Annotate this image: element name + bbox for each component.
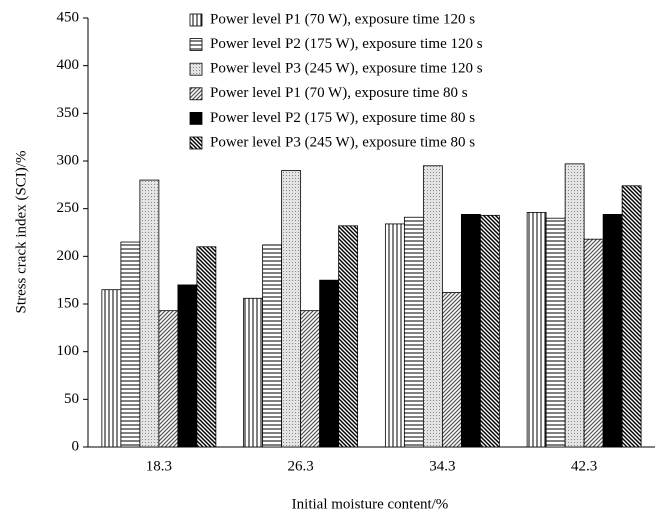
y-tick-label: 0 bbox=[72, 438, 80, 454]
bar bbox=[460, 213, 481, 448]
bar bbox=[338, 225, 359, 448]
bar bbox=[479, 214, 500, 448]
y-tick-label: 350 bbox=[57, 105, 80, 121]
bar bbox=[583, 238, 604, 448]
legend-label: Power level P2 (175 W), exposure time 80… bbox=[210, 110, 475, 126]
y-tick-label: 450 bbox=[57, 9, 80, 25]
y-tick-label: 150 bbox=[57, 295, 80, 311]
y-tick-label: 300 bbox=[57, 152, 80, 168]
legend-label: Power level P3 (245 W), exposure time 12… bbox=[210, 61, 483, 77]
x-tick-label: 34.3 bbox=[429, 458, 455, 474]
legend-label: Power level P2 (175 W), exposure time 12… bbox=[210, 36, 483, 52]
bar bbox=[384, 223, 405, 448]
legend-swatch bbox=[189, 62, 203, 76]
x-tick-label: 42.3 bbox=[571, 458, 597, 474]
bar bbox=[526, 212, 547, 448]
y-tick-label: 50 bbox=[64, 391, 79, 407]
y-axis-label: Stress crack index (SCI)/% bbox=[13, 151, 29, 314]
bar bbox=[101, 289, 122, 448]
bar bbox=[545, 217, 566, 448]
x-axis-label: Initial moisture content/% bbox=[292, 496, 449, 512]
bar bbox=[262, 244, 283, 448]
legend-label: Power level P1 (70 W), exposure time 80 … bbox=[210, 85, 468, 101]
bar bbox=[441, 292, 462, 448]
x-tick-label: 18.3 bbox=[146, 458, 172, 474]
x-tick-label: 26.3 bbox=[288, 458, 314, 474]
legend-label: Power level P3 (245 W), exposure time 80… bbox=[210, 134, 475, 150]
bar bbox=[120, 241, 141, 448]
bar bbox=[564, 163, 585, 448]
legend-swatch bbox=[189, 13, 203, 27]
legend-swatch bbox=[189, 38, 203, 51]
legend-swatch bbox=[189, 87, 203, 101]
bar bbox=[139, 179, 160, 448]
bar bbox=[602, 213, 623, 448]
bar bbox=[158, 310, 179, 448]
y-tick-label: 400 bbox=[57, 57, 80, 73]
legend-swatch bbox=[189, 112, 203, 125]
legend-swatch bbox=[189, 136, 203, 150]
bar bbox=[177, 284, 198, 448]
y-tick-label: 200 bbox=[57, 248, 80, 264]
bar bbox=[196, 246, 217, 448]
bar bbox=[422, 165, 443, 448]
bar bbox=[300, 310, 321, 448]
bar bbox=[243, 297, 264, 448]
bar bbox=[621, 185, 642, 448]
y-tick-label: 100 bbox=[57, 343, 80, 359]
bar bbox=[281, 170, 302, 448]
bar bbox=[403, 216, 424, 448]
bar bbox=[319, 279, 340, 448]
y-tick-label: 250 bbox=[57, 200, 80, 216]
legend-label: Power level P1 (70 W), exposure time 120… bbox=[210, 11, 475, 27]
